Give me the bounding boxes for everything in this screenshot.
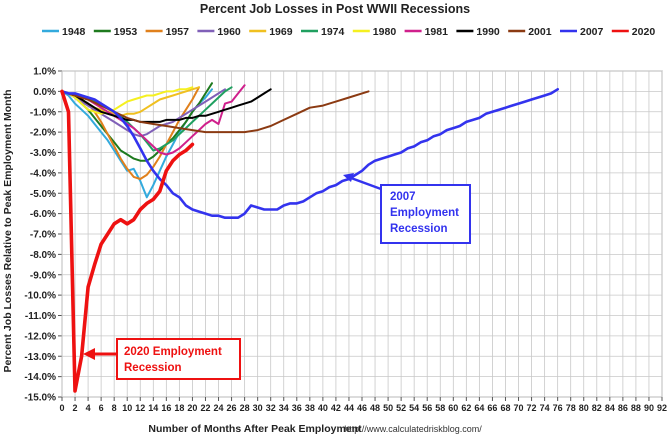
x-tick-label: 0: [59, 403, 64, 413]
y-axis-label: Percent Job Losses Relative to Peak Empl…: [2, 90, 14, 373]
y-tick-label: -11.0%: [25, 311, 56, 322]
x-tick-label: 40: [318, 403, 328, 413]
y-tick-label: 0.0%: [33, 87, 56, 98]
y-tick-label: -10.0%: [24, 291, 56, 302]
annotation-arrowhead-2007: [343, 173, 354, 182]
x-tick-label: 56: [422, 403, 432, 413]
x-tick-label: 54: [409, 403, 419, 413]
x-tick-label: 64: [474, 403, 484, 413]
y-tick-label: -7.0%: [30, 230, 56, 241]
series-line-2007: [60, 88, 560, 219]
x-tick-label: 78: [566, 403, 576, 413]
legend-label-1981: 1981: [425, 26, 449, 38]
x-tick-label: 14: [148, 403, 158, 413]
legend-label-2007: 2007: [580, 26, 604, 38]
x-tick-label: 62: [461, 403, 471, 413]
legend-label-1969: 1969: [269, 26, 293, 38]
x-tick-label: 32: [266, 403, 276, 413]
source-note: http://www.calculatedriskblog.com/: [344, 424, 482, 434]
annotation-text-2007: 2007: [390, 191, 416, 203]
x-tick-label: 24: [214, 403, 224, 413]
x-tick-label: 66: [487, 403, 497, 413]
annotation-text-2007: Employment: [390, 207, 459, 219]
y-tick-label: -6.0%: [30, 209, 56, 220]
x-tick-label: 86: [618, 403, 628, 413]
x-tick-label: 4: [86, 403, 91, 413]
x-tick-label: 72: [527, 403, 537, 413]
annotation-text-2020: 2020 Employment: [124, 346, 222, 358]
x-tick-label: 52: [396, 403, 406, 413]
series-line-1960: [61, 88, 226, 138]
x-tick-label: 34: [279, 403, 289, 413]
x-tick-label: 22: [200, 403, 210, 413]
x-tick-label: 82: [592, 403, 602, 413]
x-tick-label: 36: [292, 403, 302, 413]
annotation-arrow-2007: [350, 176, 382, 191]
annotation-text-2020: Recession: [124, 362, 182, 374]
legend-label-1990: 1990: [476, 26, 500, 38]
annotation-arrowhead-2020: [83, 348, 95, 360]
legend-label-1957: 1957: [166, 26, 190, 38]
annotation-text-2007: Recession: [390, 223, 448, 235]
legend: 1948 1953 1957 1960 1969 1974 1980 1981 1990 2001…: [42, 26, 655, 38]
plot-area: 1.0% 0.0% -1.0% -2.0% -3.0% -4.0% -5.0% -6.0% -7…: [24, 67, 667, 414]
y-tick-label: -5.0%: [30, 189, 56, 200]
legend-label-1948: 1948: [62, 26, 86, 38]
y-tick-label: 1.0%: [33, 67, 56, 78]
legend-label-2020: 2020: [632, 26, 656, 38]
x-tick-label: 68: [500, 403, 510, 413]
y-tick-label: -15.0%: [24, 393, 56, 404]
x-tick-label: 44: [344, 403, 354, 413]
legend-label-1974: 1974: [321, 26, 345, 38]
x-tick-label: 92: [657, 403, 667, 413]
legend-label-1960: 1960: [217, 26, 241, 38]
series-line-1980: [61, 86, 194, 115]
x-tick-label: 6: [99, 403, 104, 413]
x-tick-label: 90: [644, 403, 654, 413]
x-tick-label: 70: [514, 403, 524, 413]
annotation-box-2007: [380, 184, 471, 244]
series-line-1990: [61, 88, 272, 123]
x-tick-label: 50: [383, 403, 393, 413]
x-tick-label: 10: [122, 403, 132, 413]
x-tick-label: 28: [240, 403, 250, 413]
x-tick-label: 80: [579, 403, 589, 413]
annotation-box-2020: [116, 338, 241, 380]
x-tick-label: 88: [631, 403, 641, 413]
y-tick-label: -3.0%: [30, 148, 56, 159]
legend-label-2001: 2001: [528, 26, 552, 38]
x-tick-label: 8: [112, 403, 117, 413]
y-tick-label: -9.0%: [30, 270, 56, 281]
x-tick-label: 76: [553, 403, 563, 413]
x-tick-label: 42: [331, 403, 341, 413]
x-tick-label: 60: [448, 403, 458, 413]
x-tick-label: 48: [370, 403, 380, 413]
x-tick-label: 38: [305, 403, 315, 413]
x-tick-label: 46: [357, 403, 367, 413]
y-tick-label: -2.0%: [30, 128, 56, 139]
chart-title: Percent Job Losses in Post WWII Recessio…: [200, 2, 470, 16]
series-line-2020: [60, 89, 195, 393]
x-tick-label: 26: [227, 403, 237, 413]
x-axis-label: Number of Months After Peak Employment: [148, 423, 362, 435]
x-tick-label: 18: [174, 403, 184, 413]
y-tick-label: -4.0%: [30, 168, 56, 179]
x-tick-label: 2: [73, 403, 78, 413]
y-tick-label: -1.0%: [30, 107, 56, 118]
x-tick-label: 84: [605, 403, 615, 413]
y-tick-label: -8.0%: [30, 250, 56, 261]
x-tick-label: 58: [435, 403, 445, 413]
legend-label-1980: 1980: [373, 26, 397, 38]
y-tick-label: -13.0%: [24, 352, 56, 363]
y-tick-label: -14.0%: [24, 372, 56, 383]
x-tick-label: 12: [135, 403, 145, 413]
legend-label-1953: 1953: [114, 26, 138, 38]
x-tick-label: 74: [540, 403, 550, 413]
x-tick-label: 30: [253, 403, 263, 413]
x-tick-label: 16: [161, 403, 171, 413]
y-tick-label: -12.0%: [24, 331, 56, 342]
x-tick-label: 20: [187, 403, 197, 413]
